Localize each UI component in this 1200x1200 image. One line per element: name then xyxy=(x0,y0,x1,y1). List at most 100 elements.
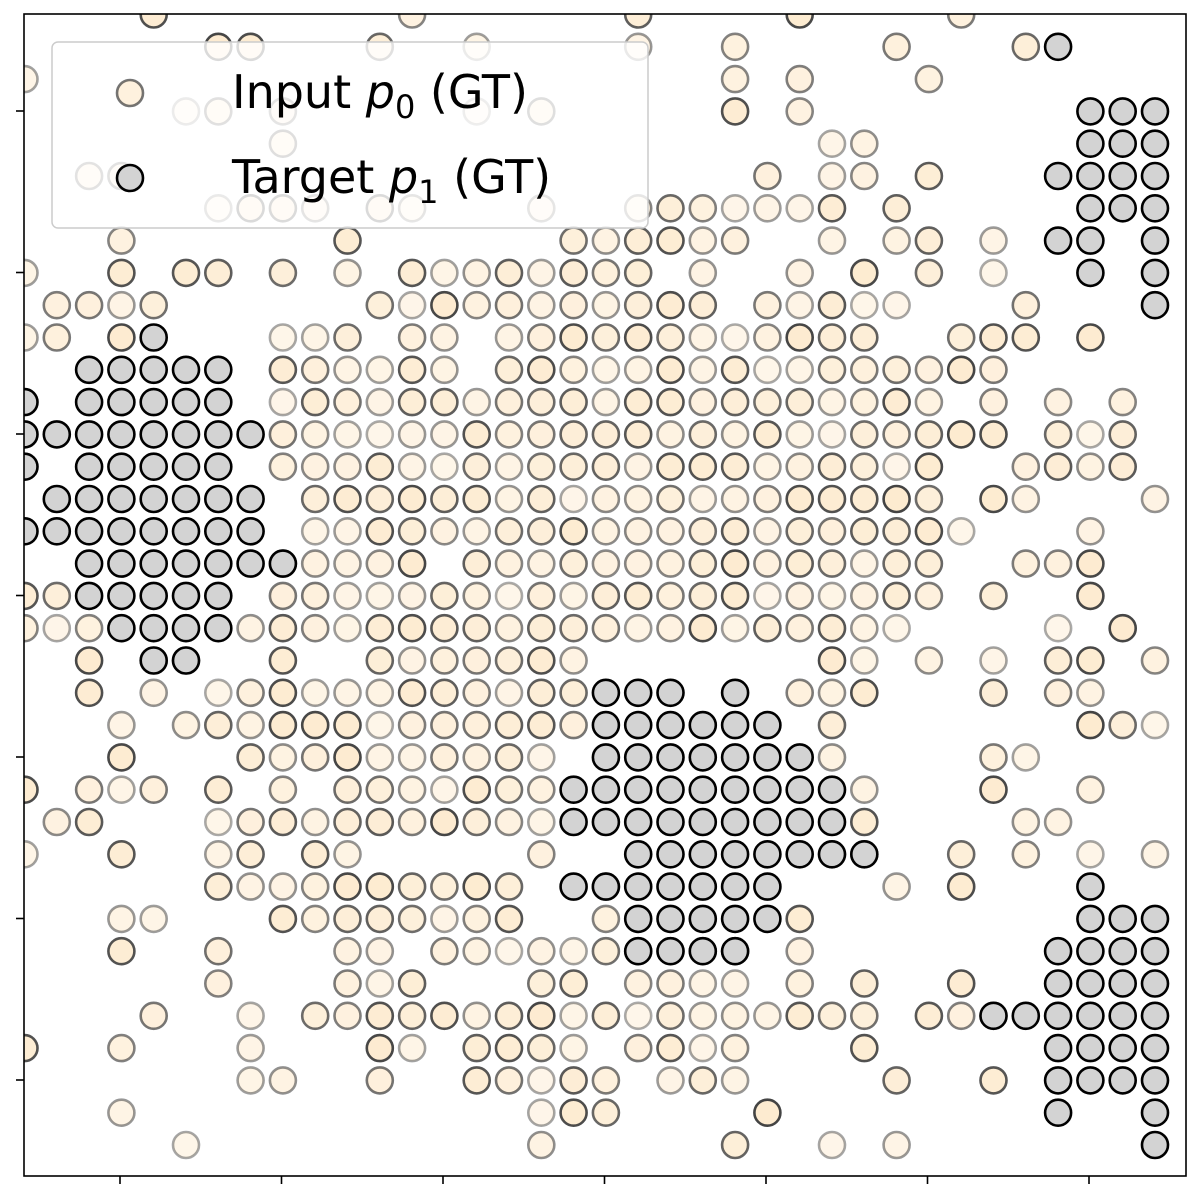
input-point xyxy=(526,484,556,514)
input-point xyxy=(526,1130,556,1160)
input-point xyxy=(979,646,1008,675)
input-point xyxy=(268,872,298,901)
target-point xyxy=(171,516,201,546)
input-point xyxy=(914,387,944,417)
input-point xyxy=(559,226,588,255)
target-point xyxy=(591,872,621,901)
input-point xyxy=(74,613,104,643)
input-point xyxy=(688,1001,718,1031)
input-point xyxy=(1140,710,1170,740)
input-point xyxy=(300,872,330,901)
target-point xyxy=(1140,1098,1170,1127)
target-point xyxy=(139,549,168,578)
input-point xyxy=(849,678,879,708)
input-point xyxy=(914,646,944,675)
input-point xyxy=(656,226,685,255)
input-point xyxy=(268,678,298,708)
input-point xyxy=(107,839,136,869)
target-point xyxy=(1076,258,1105,288)
target-point xyxy=(1011,1001,1041,1031)
input-point xyxy=(914,258,944,288)
input-point xyxy=(365,710,395,740)
target-point xyxy=(979,1001,1008,1031)
input-point xyxy=(656,484,685,514)
input-point xyxy=(946,420,976,449)
target-point xyxy=(204,355,233,385)
input-point xyxy=(785,484,815,514)
target-point xyxy=(171,420,201,449)
input-point xyxy=(333,516,362,546)
input-point xyxy=(591,549,621,578)
target-point xyxy=(1043,1066,1073,1095)
input-point xyxy=(300,355,330,385)
input-point xyxy=(365,646,395,675)
input-point xyxy=(300,484,330,514)
input-point xyxy=(300,549,330,578)
input-point xyxy=(688,323,718,352)
input-point xyxy=(559,452,588,482)
input-point xyxy=(849,290,879,320)
input-point xyxy=(623,549,653,578)
input-point xyxy=(914,420,944,449)
input-point xyxy=(720,226,750,255)
input-point xyxy=(656,387,685,417)
input-point xyxy=(300,420,330,449)
input-point xyxy=(623,290,653,320)
input-point xyxy=(817,516,847,546)
input-point xyxy=(430,484,459,514)
target-point xyxy=(204,452,233,482)
input-point xyxy=(688,484,718,514)
input-point xyxy=(979,258,1008,288)
input-point xyxy=(430,258,459,288)
input-point xyxy=(268,323,298,352)
input-point xyxy=(817,613,847,643)
target-point xyxy=(623,678,653,708)
input-point xyxy=(268,904,298,934)
target-point xyxy=(656,904,685,934)
input-point xyxy=(785,516,815,546)
input-point xyxy=(656,355,685,385)
input-point xyxy=(494,936,524,966)
input-point xyxy=(785,936,815,966)
target-point xyxy=(1076,1033,1105,1063)
input-point xyxy=(1108,613,1137,643)
input-point xyxy=(849,161,879,191)
input-point xyxy=(688,969,718,998)
input-point xyxy=(526,549,556,578)
axis-ticks xyxy=(16,110,1090,1184)
input-point xyxy=(139,904,168,934)
target-point xyxy=(1043,161,1073,191)
input-point xyxy=(559,258,588,288)
input-point xyxy=(591,355,621,385)
target-point xyxy=(656,775,685,805)
input-point xyxy=(397,484,427,514)
input-point xyxy=(979,323,1008,352)
input-point xyxy=(526,1033,556,1063)
input-point xyxy=(817,420,847,449)
input-point xyxy=(430,387,459,417)
input-point xyxy=(74,807,104,837)
input-point xyxy=(688,387,718,417)
input-point xyxy=(1076,549,1105,578)
input-point xyxy=(785,581,815,611)
input-point xyxy=(494,516,524,546)
target-point xyxy=(1043,1033,1073,1063)
input-point xyxy=(462,678,492,708)
input-point xyxy=(526,969,556,998)
target-point xyxy=(171,549,201,578)
target-point xyxy=(107,484,136,514)
input-point xyxy=(268,387,298,417)
input-point xyxy=(1140,484,1170,514)
input-point xyxy=(946,969,976,998)
input-point xyxy=(1076,646,1105,675)
input-point xyxy=(688,194,718,223)
target-point xyxy=(1043,1098,1073,1127)
input-point xyxy=(526,290,556,320)
target-point xyxy=(623,872,653,901)
input-point xyxy=(1076,775,1105,805)
input-point xyxy=(1076,839,1105,869)
input-point xyxy=(979,355,1008,385)
input-point xyxy=(1076,516,1105,546)
input-point xyxy=(526,936,556,966)
input-point xyxy=(656,1066,685,1095)
